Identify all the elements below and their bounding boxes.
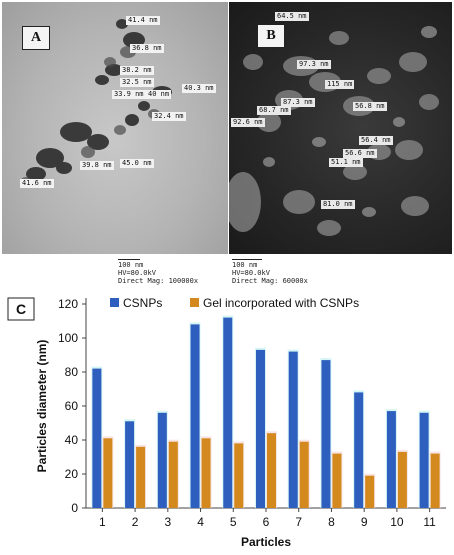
x-tick-label: 10 xyxy=(390,515,404,529)
panel-c-letter-box xyxy=(7,297,35,321)
measurement-label: 41.6 nm xyxy=(20,179,54,188)
measurement-label: 36.8 nm xyxy=(130,44,164,53)
bar-gel-csnps xyxy=(201,438,211,508)
bar-gel-csnps xyxy=(234,443,244,508)
scale-label-a: 100 nm xyxy=(118,261,144,269)
bar-csnps xyxy=(288,351,298,508)
x-tick-label: 2 xyxy=(132,515,139,529)
bar-chart: C 0 20 40 60 80 100 120 1 2 3 4 5 6 7 8 9 10 11 Particles Pa… xyxy=(7,296,446,549)
caption-a: 100 nm HV=80.0kV Direct Mag: 100000x xyxy=(118,261,198,285)
x-tick-label: 4 xyxy=(197,515,204,529)
y-tick-label: 60 xyxy=(65,399,79,413)
bar-chart-panel: C 0 20 40 60 80 100 120 1 2 3 4 5 6 7 8 9 10 11 Particles Pa… xyxy=(0,286,454,550)
tem-particles-a xyxy=(20,19,172,187)
bar-csnps xyxy=(157,412,167,508)
bar-csnps xyxy=(321,360,331,508)
measurement-label: 56.4 nm xyxy=(359,136,393,145)
x-tick-label: 1 xyxy=(99,515,106,529)
bar-gel-csnps xyxy=(430,453,440,508)
y-tick-label: 100 xyxy=(58,331,78,345)
y-tick-label: 40 xyxy=(65,433,79,447)
bar-gel-csnps xyxy=(299,441,309,508)
bar-csnps xyxy=(419,412,429,508)
x-tick-label: 9 xyxy=(361,515,368,529)
measurement-label: 56.6 nm xyxy=(343,149,377,158)
bar-csnps xyxy=(256,349,265,508)
measurement-label: 38.2 nm xyxy=(120,66,154,75)
tem-image-b: B 64.5 nm 97.3 nm 115 nm 87.3 nm 68.7 nm… xyxy=(229,2,452,254)
bar-gel-csnps xyxy=(168,441,178,508)
bar-gel-csnps xyxy=(397,451,407,508)
bar-csnps xyxy=(354,392,364,508)
measurement-label: 39.8 nm xyxy=(80,161,114,170)
scale-bar-b xyxy=(232,259,262,260)
x-tick-label: 11 xyxy=(423,515,436,529)
y-tick-label: 120 xyxy=(58,297,78,311)
bar-csnps xyxy=(223,317,233,508)
measurement-label: 56.8 nm xyxy=(353,102,387,111)
bar-gel-csnps xyxy=(332,453,342,508)
panel-c-letter: C xyxy=(16,301,26,317)
scale-bar-a xyxy=(118,259,140,260)
measurement-label: 40.3 nm xyxy=(182,84,216,93)
legend-swatch-gel xyxy=(190,298,199,307)
measurement-label: 32.4 nm xyxy=(152,112,186,121)
bar-gel-csnps xyxy=(365,475,375,508)
bar-gel-csnps xyxy=(267,433,276,508)
legend-label-csnps: CSNPs xyxy=(123,296,162,310)
panel-a-letter: A xyxy=(22,26,50,50)
measurement-label: 87.3 nm xyxy=(281,98,315,107)
y-axis-label: Particles diameter (nm) xyxy=(35,340,49,473)
measurement-label: 92.6 nm xyxy=(231,118,265,127)
panel-b-letter: B xyxy=(257,24,285,48)
bar-gel-csnps xyxy=(103,438,113,508)
measurement-label: 81.0 nm xyxy=(321,200,355,209)
x-tick-label: 8 xyxy=(328,515,335,529)
legend-swatch-csnps xyxy=(110,298,119,307)
x-tick-label: 6 xyxy=(263,515,270,529)
x-axis-label: Particles xyxy=(241,535,291,549)
bar-csnps xyxy=(386,411,396,508)
measurement-label: 40 nm xyxy=(146,90,172,99)
measurement-label: 41.4 nm xyxy=(126,16,160,25)
bar-csnps xyxy=(190,324,200,508)
bar-gel-csnps xyxy=(136,446,146,508)
bar-csnps xyxy=(92,368,102,508)
mag-label-b: Direct Mag: 60000x xyxy=(232,277,308,285)
mag-label-a: Direct Mag: 100000x xyxy=(118,277,199,285)
y-tick-label: 20 xyxy=(65,467,79,481)
measurement-label: 45.0 nm xyxy=(120,159,154,168)
y-tick-label: 0 xyxy=(71,501,78,515)
measurement-label: 97.3 nm xyxy=(297,60,331,69)
measurement-label: 64.5 nm xyxy=(275,12,309,21)
hv-label-a: HV=80.0kV xyxy=(118,269,156,277)
caption-b: 100 nm HV=80.0kV Direct Mag: 60000x xyxy=(232,261,308,285)
tem-image-a: A 41.4 nm 36.8 nm 38.2 nm 32.5 nm 40.3 n… xyxy=(2,2,228,254)
x-tick-label: 3 xyxy=(164,515,171,529)
legend-label-gel: Gel incorporated with CSNPs xyxy=(203,296,359,310)
bar-csnps xyxy=(125,421,135,508)
micrograph-captions: 100 nm HV=80.0kV Direct Mag: 100000x 100… xyxy=(0,256,454,285)
x-tick-label: 5 xyxy=(230,515,237,529)
measurement-label: 32.5 nm xyxy=(120,78,154,87)
hv-label-b: HV=80.0kV xyxy=(232,269,270,277)
y-tick-label: 80 xyxy=(65,365,79,379)
scale-label-b: 100 nm xyxy=(232,261,258,269)
x-tick-label: 7 xyxy=(295,515,302,529)
measurement-label: 68.7 nm xyxy=(257,106,291,115)
measurement-label: 115 nm xyxy=(325,80,355,89)
measurement-label: 33.9 nm xyxy=(112,90,146,99)
measurement-label: 51.1 nm xyxy=(329,158,363,167)
